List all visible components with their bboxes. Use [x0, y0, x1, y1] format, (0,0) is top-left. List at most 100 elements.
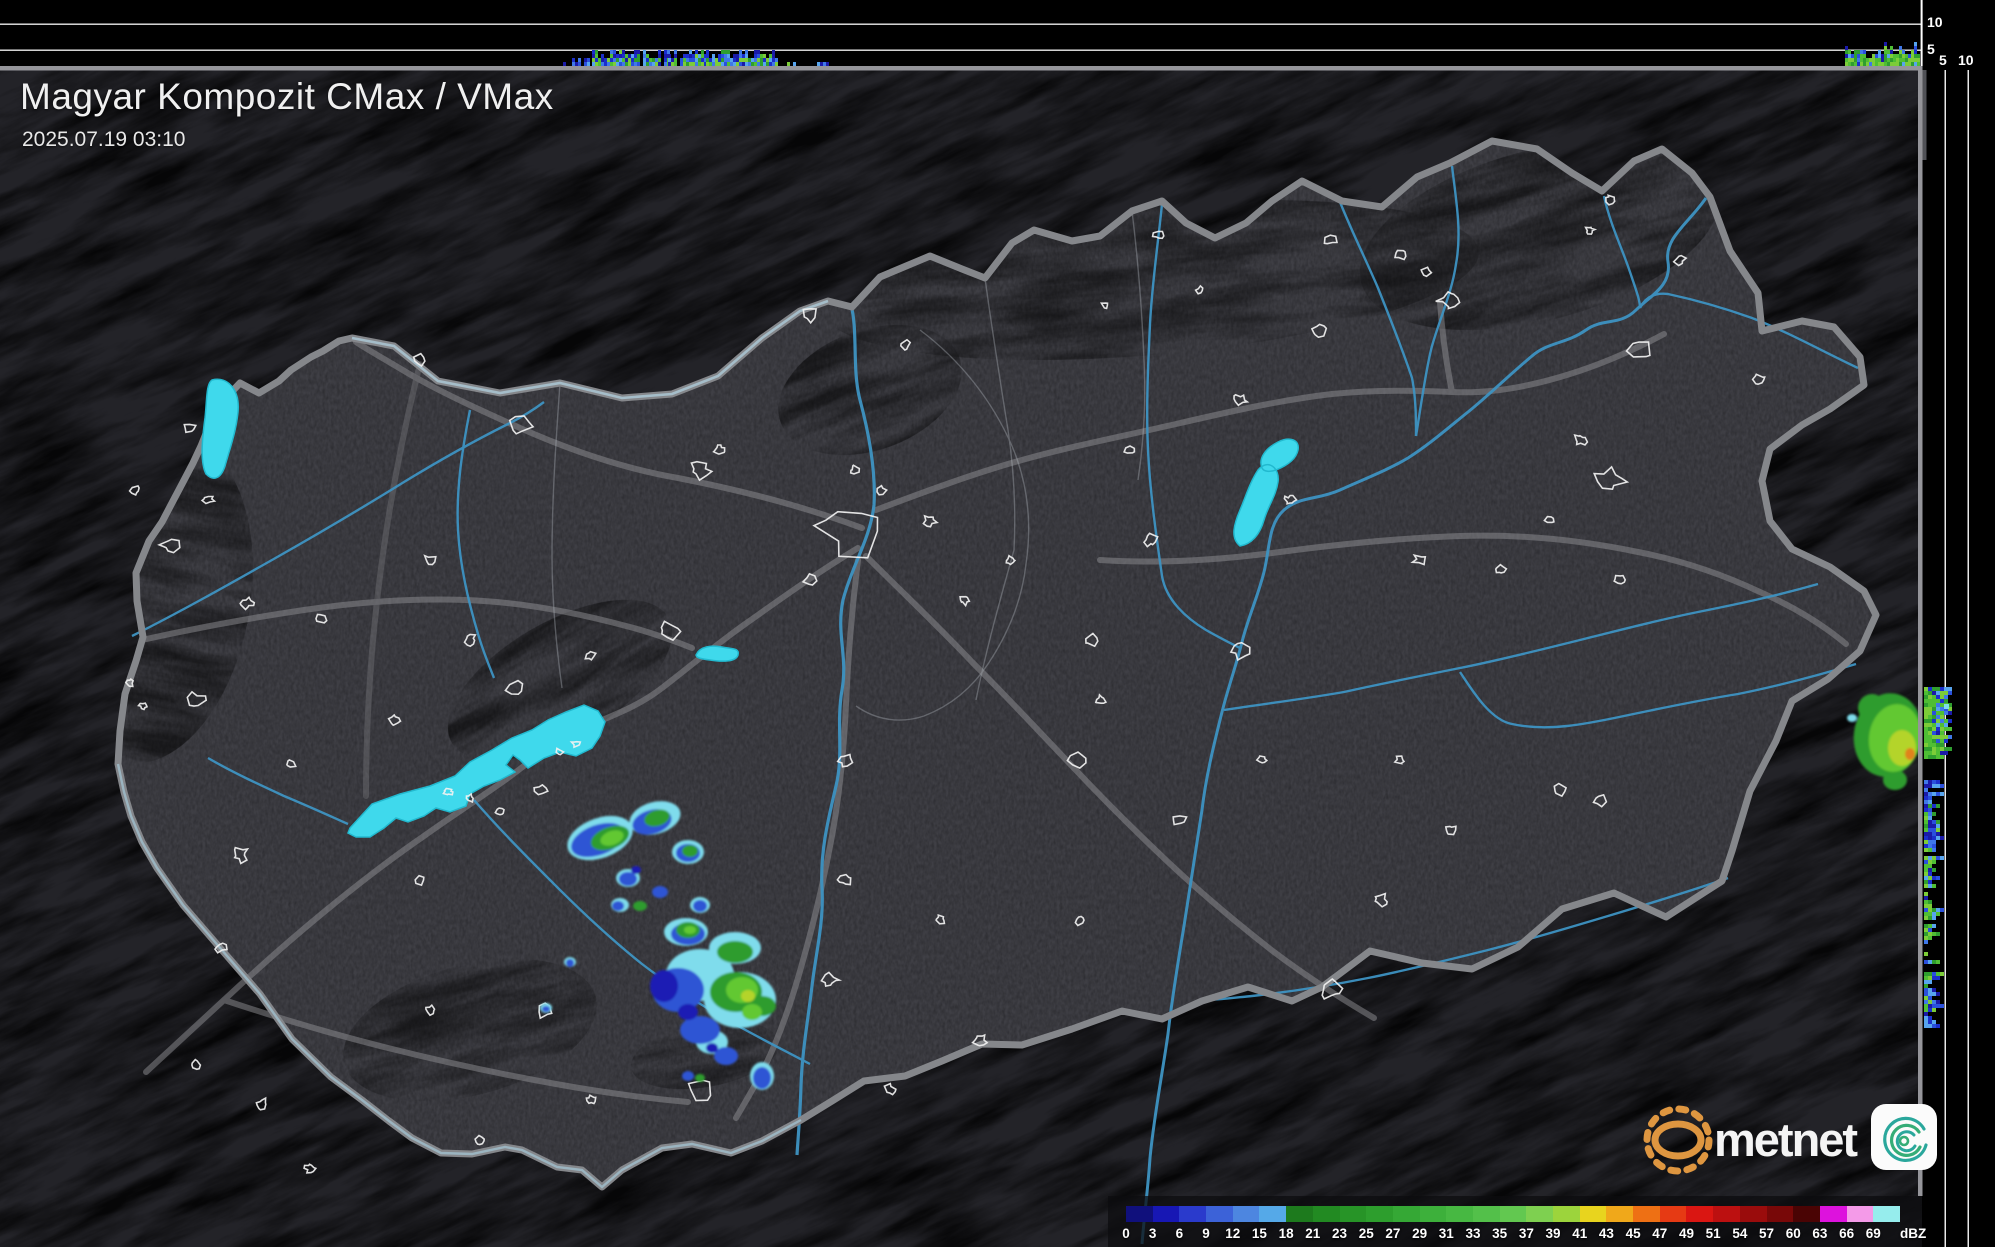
legend-color-block: [1126, 1206, 1153, 1222]
legend-color-block: [1873, 1206, 1900, 1222]
legend-color-block: [1179, 1206, 1207, 1222]
city-outline: [971, 1033, 989, 1047]
brand-logo: metnet: [1638, 1100, 1938, 1180]
legend-tick-label: 35: [1492, 1226, 1508, 1241]
legend-color-block: [1286, 1206, 1313, 1222]
top-profile-echoes: [563, 42, 1920, 66]
legend-tick-label: 27: [1385, 1226, 1401, 1241]
city-outline: [1066, 751, 1087, 770]
right-profile-panel: [1922, 66, 1995, 1247]
city-outline: [233, 846, 250, 865]
legend-color-block: [1739, 1206, 1767, 1222]
city-outline: [1005, 554, 1017, 566]
lake-balaton: [347, 704, 606, 838]
city-outline: [687, 1079, 712, 1102]
city-outline: [1099, 302, 1109, 310]
legend-tick-label: 51: [1705, 1226, 1721, 1241]
city-outline: [555, 747, 566, 756]
city-outline: [1233, 393, 1250, 407]
legend-color-block: [1659, 1206, 1687, 1222]
lakes: [201, 378, 1299, 838]
city-outline: [1374, 892, 1388, 908]
legend-tick-label: 6: [1175, 1226, 1184, 1241]
legend-tick-label: 29: [1412, 1226, 1428, 1241]
city-outline: [191, 1058, 202, 1071]
legend-tick-label: 25: [1358, 1226, 1374, 1241]
legend-tick-label: 49: [1678, 1226, 1694, 1241]
legend-color-block: [1419, 1206, 1447, 1222]
legend-tick-label: 33: [1465, 1226, 1481, 1241]
city-outline: [533, 783, 549, 796]
city-outline: [315, 613, 328, 624]
city-outline: [508, 415, 535, 435]
city-outline: [463, 633, 477, 648]
city-outline: [1074, 915, 1085, 927]
legend-color-block: [1206, 1206, 1233, 1222]
city-outline: [1613, 574, 1627, 585]
timestamp: 2025.07.19 03:10: [22, 128, 186, 151]
city-outline: [584, 650, 598, 661]
right-border-shadow: [1922, 70, 1927, 160]
top-profile-panel: [0, 0, 1922, 66]
page-title: Magyar Kompozit CMax / VMax: [20, 76, 554, 117]
right-panel-border: [1918, 66, 1923, 1196]
sun-icon: [1643, 1105, 1713, 1175]
legend-tick-label: 60: [1785, 1226, 1801, 1241]
city-outline: [899, 338, 912, 351]
city-outline: [1084, 632, 1099, 648]
legend-tick-label: 0: [1122, 1226, 1130, 1241]
city-outline: [1494, 563, 1508, 574]
city-outline: [414, 874, 425, 887]
city-outline: [836, 753, 854, 768]
city-outline: [801, 572, 818, 586]
legend-color-block: [1339, 1206, 1367, 1222]
lake-tisza: [1233, 438, 1299, 547]
city-outline: [1672, 254, 1688, 267]
city-outline: [569, 740, 582, 749]
legend-tick-label: 21: [1305, 1226, 1321, 1241]
hungary-border: [114, 137, 1880, 1191]
legend-tick-label: 37: [1518, 1226, 1534, 1241]
legend-tick-label: 54: [1732, 1226, 1748, 1241]
cyclone-app-icon: [1871, 1104, 1937, 1170]
city-outline: [1094, 693, 1108, 705]
legend-color-block: [1633, 1206, 1660, 1222]
city-outline: [1229, 641, 1251, 662]
legend-tick-label: 18: [1278, 1226, 1294, 1241]
city-outline: [1194, 284, 1204, 295]
legend-tick-label: 23: [1332, 1226, 1348, 1241]
city-outline: [1410, 553, 1427, 566]
city-outline: [412, 352, 426, 368]
city-outline: [1592, 465, 1630, 491]
legend-color-block: [1579, 1206, 1607, 1222]
legend-tick-label: 69: [1865, 1226, 1881, 1241]
city-outline: [1394, 249, 1407, 261]
city-outline: [1323, 234, 1338, 245]
city-outline: [1584, 226, 1598, 235]
city-outline: [1172, 815, 1188, 826]
top-scale-5-label: 5: [1927, 41, 1935, 57]
city-outline: [1283, 494, 1298, 505]
top-5km-line: [0, 49, 1921, 51]
city-outline: [124, 678, 135, 688]
legend-color-block: [1713, 1206, 1740, 1222]
legend-color-block: [1793, 1206, 1820, 1222]
right-10km-line: [1967, 70, 1969, 1247]
legend-color-block: [1553, 1206, 1580, 1222]
city-outline: [802, 307, 818, 325]
legend-tick-label: 57: [1759, 1226, 1775, 1241]
legend-color-block: [1606, 1206, 1634, 1222]
city-outline: [213, 942, 228, 954]
city-outline: [137, 702, 149, 711]
legend-tick-label: 3: [1148, 1226, 1157, 1241]
city-outlines: [124, 194, 1766, 1174]
city-outline: [1321, 977, 1344, 1000]
city-outline: [849, 464, 861, 475]
dbz-colorbar: [1126, 1206, 1900, 1222]
dbz-legend: 0 3 6 9 12 15 18 21 23 25 27 29 31 33 35 37 39 41 43 45 47 49…: [1108, 1196, 1926, 1247]
city-outline: [239, 596, 256, 611]
legend-tick-label: 9: [1202, 1226, 1210, 1241]
city-outline: [255, 1096, 267, 1111]
